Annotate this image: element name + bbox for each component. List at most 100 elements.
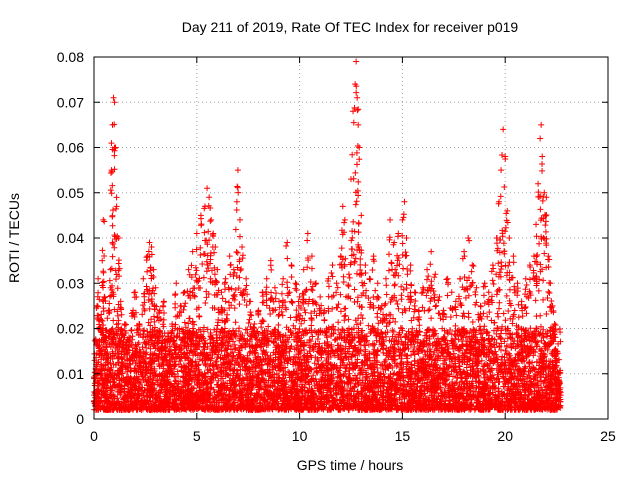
roti-point xyxy=(259,317,266,324)
roti-point xyxy=(150,313,157,320)
chart-title: Day 211 of 2019, Rate Of TEC Index for r… xyxy=(182,19,519,35)
roti-point xyxy=(232,319,239,326)
roti-point xyxy=(478,357,485,364)
roti-point xyxy=(494,310,501,317)
roti-point xyxy=(200,274,207,281)
roti-point xyxy=(109,253,116,260)
roti-point xyxy=(335,319,342,326)
roti-point xyxy=(108,265,115,272)
roti-point xyxy=(493,291,500,298)
roti-point xyxy=(503,342,510,349)
roti-point xyxy=(308,315,315,322)
roti-point xyxy=(400,286,407,293)
roti-point xyxy=(515,314,522,321)
roti-point xyxy=(231,305,238,312)
roti-point xyxy=(110,241,117,248)
roti-point xyxy=(355,325,362,332)
roti-point xyxy=(114,308,121,315)
roti-point xyxy=(234,264,241,271)
roti-point xyxy=(351,286,358,293)
roti-point xyxy=(304,264,311,271)
roti-point xyxy=(202,373,209,380)
roti-point xyxy=(98,311,105,318)
roti-point xyxy=(404,271,411,278)
roti-point xyxy=(139,344,146,351)
roti-point xyxy=(496,305,503,312)
roti-point xyxy=(151,318,158,325)
roti-point xyxy=(189,325,196,332)
roti-point xyxy=(385,267,392,274)
roti-point xyxy=(498,347,505,354)
roti-point xyxy=(499,323,506,330)
roti-point xyxy=(434,335,441,342)
roti-point xyxy=(382,356,389,363)
roti-point xyxy=(374,310,381,317)
roti-point xyxy=(480,310,487,317)
roti-point xyxy=(527,325,534,332)
roti-point xyxy=(461,274,468,281)
roti-point xyxy=(236,301,243,308)
roti-point xyxy=(231,332,238,339)
roti-point xyxy=(503,292,510,299)
roti-point xyxy=(306,336,313,343)
data-points xyxy=(90,58,564,413)
roti-point xyxy=(342,368,349,375)
roti-point xyxy=(288,298,295,305)
roti-point xyxy=(469,319,476,326)
roti-point xyxy=(111,244,118,251)
roti-point xyxy=(350,251,357,258)
roti-point xyxy=(345,316,352,323)
roti-point xyxy=(418,383,425,390)
roti-point xyxy=(186,315,193,322)
roti-point xyxy=(275,321,282,328)
roti-point xyxy=(197,252,204,259)
roti-point xyxy=(383,323,390,330)
roti-point xyxy=(556,325,563,332)
roti-point xyxy=(298,320,305,327)
roti-point xyxy=(542,228,549,235)
roti-point xyxy=(354,356,361,363)
roti-point xyxy=(432,303,439,310)
roti-point xyxy=(498,356,505,363)
roti-point xyxy=(182,324,189,331)
roti-point xyxy=(502,317,509,324)
roti-point xyxy=(204,326,211,333)
roti-point xyxy=(391,281,398,288)
roti-point xyxy=(284,360,291,367)
roti-point xyxy=(505,307,512,314)
roti-point xyxy=(523,310,530,317)
roti-point xyxy=(460,310,467,317)
roti-point xyxy=(394,301,401,308)
roti-point xyxy=(427,298,434,305)
roti-point xyxy=(491,319,498,326)
roti-point xyxy=(496,269,503,276)
roti-point xyxy=(540,277,547,284)
roti-point xyxy=(223,315,230,322)
roti-point xyxy=(440,360,447,367)
roti-point xyxy=(374,365,381,372)
roti-point xyxy=(232,286,239,293)
roti-point xyxy=(109,239,116,246)
roti-point xyxy=(110,317,117,324)
roti-point xyxy=(393,376,400,383)
roti-point xyxy=(191,293,198,300)
roti-point xyxy=(535,287,542,294)
roti-point xyxy=(416,322,423,329)
roti-point xyxy=(357,320,364,327)
roti-point xyxy=(365,341,372,348)
roti-point xyxy=(538,384,545,391)
roti-point xyxy=(543,310,550,317)
roti-point xyxy=(309,333,316,340)
roti-point xyxy=(395,305,402,312)
roti-point xyxy=(463,285,470,292)
roti-point xyxy=(490,281,497,288)
roti-point xyxy=(296,326,303,333)
roti-point xyxy=(281,371,288,378)
roti-point xyxy=(398,292,405,299)
roti-point xyxy=(488,293,495,300)
roti-point xyxy=(496,299,503,306)
roti-point xyxy=(147,345,154,352)
roti-point xyxy=(458,338,465,345)
roti-point xyxy=(214,322,221,329)
